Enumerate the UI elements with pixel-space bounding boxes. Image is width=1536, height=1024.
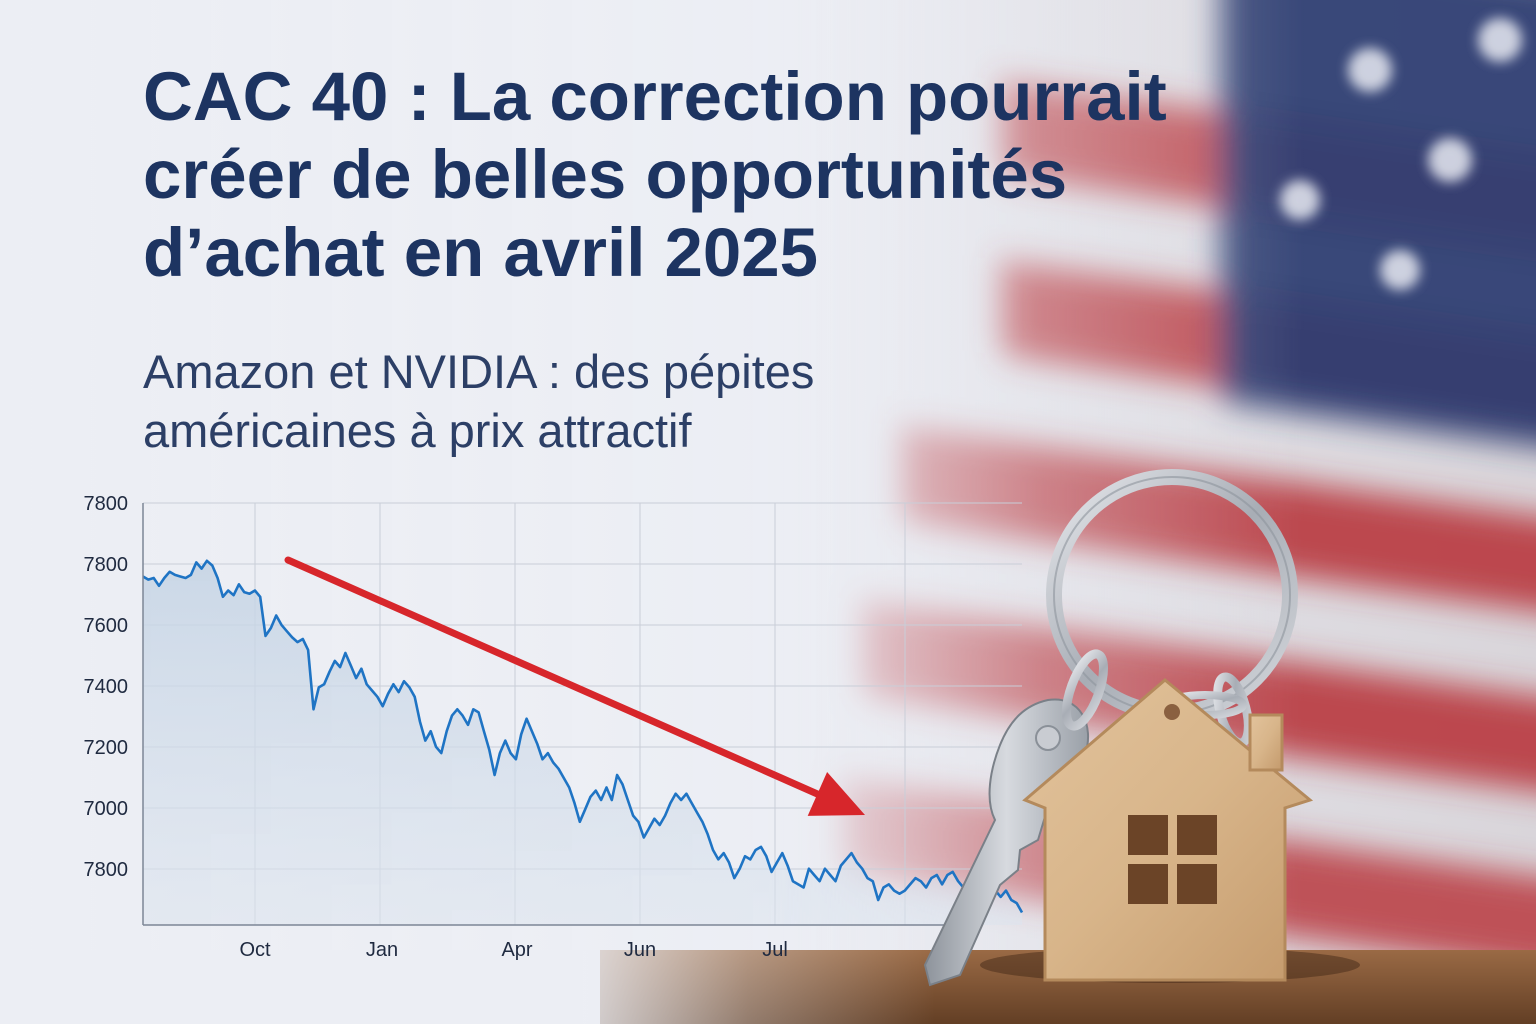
y-tick-label: 7800 <box>84 493 129 515</box>
headline: CAC 40 : La correction pourrait créer de… <box>143 58 1167 291</box>
y-tick-label: 7600 <box>84 615 129 637</box>
x-tick-label: Oct <box>239 939 271 961</box>
x-tick-label: Jul <box>762 939 788 961</box>
x-tick-label: Jan <box>366 939 398 961</box>
y-axis-ticks: 7800 7800 7600 7400 7200 7000 7800 <box>84 493 129 881</box>
subheadline: Amazon et NVIDIA : des pépites américain… <box>143 345 815 457</box>
series-line <box>142 559 1024 914</box>
trend-arrow <box>284 556 865 816</box>
trend-arrow-head <box>807 772 865 816</box>
x-tick-label: Apr <box>501 939 532 961</box>
y-tick-label: 7800 <box>84 859 129 881</box>
trend-arrow-shaft <box>284 556 821 798</box>
x-tick-label: Jun <box>624 939 656 961</box>
y-tick-label: 7000 <box>84 798 129 820</box>
y-tick-label: 7800 <box>84 554 129 576</box>
chart-axes <box>142 503 960 926</box>
series-area <box>143 560 1022 925</box>
x-axis-ticks: Oct Jan Apr Jun Jul <box>239 939 787 961</box>
y-tick-label: 7400 <box>84 676 129 698</box>
y-tick-label: 7200 <box>84 737 129 759</box>
